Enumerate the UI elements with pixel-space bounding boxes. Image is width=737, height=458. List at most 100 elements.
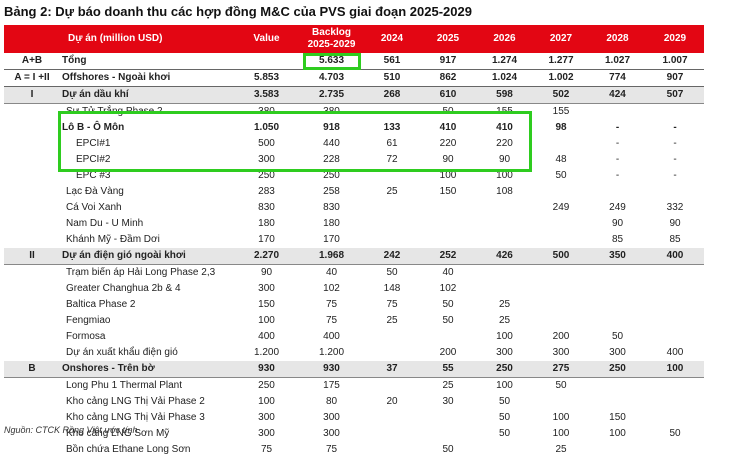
- row-label: Kho cảng LNG Thị Vải Phase 3: [66, 412, 205, 423]
- row-value: [533, 265, 589, 282]
- row-value: 610: [420, 86, 476, 104]
- row-value: 4.703: [299, 69, 364, 87]
- row-value: 50: [498, 428, 511, 439]
- row-value: 300: [496, 347, 513, 358]
- row-value: 918: [323, 122, 340, 133]
- row-value: 1.024: [476, 69, 533, 87]
- column-header: [4, 25, 60, 53]
- row-value: [420, 216, 476, 232]
- row-value: 1.968: [299, 248, 364, 265]
- row-value: 268: [364, 86, 420, 104]
- row-code: [4, 313, 60, 329]
- column-header: 2025: [420, 25, 476, 53]
- row-value: 55: [420, 361, 476, 378]
- row-label: Khánh Mỹ - Đầm Dơi: [66, 234, 160, 245]
- row-value: [420, 200, 476, 216]
- row-code: [4, 281, 60, 297]
- row-value: [364, 442, 420, 458]
- table-row: Formosa 400 400 100 200 50: [4, 329, 704, 345]
- row-label: Long Phu 1 Thermal Plant: [66, 380, 183, 391]
- row-value: [364, 378, 420, 395]
- row-value: 380: [258, 106, 275, 117]
- row-value: 830: [258, 202, 275, 213]
- table-row: Trạm biến áp Hải Long Phase 2,3 90 40 50 40: [4, 265, 704, 282]
- row-label: Dự án dầu khí: [60, 86, 234, 104]
- row-value: 2.270: [234, 248, 299, 265]
- row-value: 300: [552, 347, 570, 358]
- row-value: 300: [258, 412, 275, 423]
- row-value: [533, 216, 589, 232]
- row-value: 40: [325, 267, 338, 278]
- row-value: 440: [323, 138, 340, 149]
- row-label: Offshores - Ngoài khơi: [60, 69, 234, 87]
- row-value: 1.200: [318, 347, 345, 358]
- row-value: 250: [476, 361, 533, 378]
- row-code: [4, 378, 60, 395]
- row-value: 50: [611, 331, 624, 342]
- row-value: 25: [386, 186, 398, 197]
- row-code: [4, 216, 60, 232]
- row-value: [476, 442, 533, 458]
- column-header: 2027: [533, 25, 589, 53]
- row-value: 400: [258, 331, 275, 342]
- row-value: [646, 410, 704, 426]
- row-value: 242: [364, 248, 420, 265]
- row-value: 598: [476, 86, 533, 104]
- row-code: [4, 152, 60, 168]
- row-value: 90: [669, 218, 681, 229]
- row-value: [589, 442, 646, 458]
- table-row: Lô B - Ô Môn 1.050 918 133 410 410 98 - -: [4, 120, 704, 136]
- row-value: [476, 216, 533, 232]
- row-value: 907: [646, 69, 704, 87]
- row-value: 50: [442, 106, 454, 117]
- table-body: A+B Tổng 5.633 561 917 1.274 1.277 1.027 1.007 A …: [4, 53, 704, 458]
- row-value: 300: [258, 428, 275, 439]
- row-value: 50: [669, 428, 681, 439]
- row-value: 300: [323, 412, 340, 423]
- row-value: 180: [323, 218, 340, 229]
- row-value: [364, 329, 420, 345]
- row-value: [646, 394, 704, 410]
- column-header: 2029: [646, 25, 704, 53]
- row-value: 85: [669, 234, 681, 245]
- row-value: 150: [439, 186, 457, 197]
- row-value: 250: [589, 361, 646, 378]
- row-value: 100: [646, 361, 704, 378]
- row-value: 561: [364, 53, 420, 70]
- row-code: [4, 200, 60, 216]
- row-value: 774: [589, 69, 646, 87]
- row-value: 300: [609, 347, 626, 358]
- row-value: -: [615, 122, 620, 133]
- row-value: 400: [646, 248, 704, 265]
- row-value: 50: [498, 396, 511, 407]
- row-value: 228: [323, 154, 340, 165]
- row-value: 1.274: [476, 53, 533, 70]
- table-row: II Dự án điện gió ngoài khơi 2.270 1.968 242…: [4, 248, 704, 265]
- row-label: Cá Voi Xanh: [66, 202, 122, 213]
- row-value: 90: [498, 154, 511, 165]
- row-value: -: [615, 154, 620, 165]
- row-value: 283: [258, 186, 275, 197]
- table-row: EPCI#1 500 440 61 220 220 - -: [4, 136, 704, 152]
- row-value: 5.853: [234, 69, 299, 87]
- table-row: A+B Tổng 5.633 561 917 1.274 1.277 1.027 1.007: [4, 53, 704, 70]
- row-label: EPCI#1: [76, 138, 111, 149]
- row-value: 90: [260, 267, 273, 278]
- row-value: 249: [552, 202, 570, 213]
- row-label: Formosa: [66, 331, 106, 342]
- row-code: [4, 297, 60, 313]
- row-value: 1.277: [533, 53, 589, 70]
- row-value: [589, 184, 646, 200]
- row-value: -: [673, 122, 677, 133]
- column-header: 2024: [364, 25, 420, 53]
- row-code: A+B: [4, 53, 60, 70]
- row-value: -: [615, 138, 620, 149]
- row-code: [4, 345, 60, 361]
- row-code: [4, 442, 60, 458]
- row-value: 180: [258, 218, 275, 229]
- row-label: Dự án điện gió ngoài khơi: [60, 248, 234, 265]
- row-value: 350: [589, 248, 646, 265]
- row-value: 148: [383, 283, 401, 294]
- row-value: 133: [383, 122, 401, 133]
- row-code: [4, 232, 60, 248]
